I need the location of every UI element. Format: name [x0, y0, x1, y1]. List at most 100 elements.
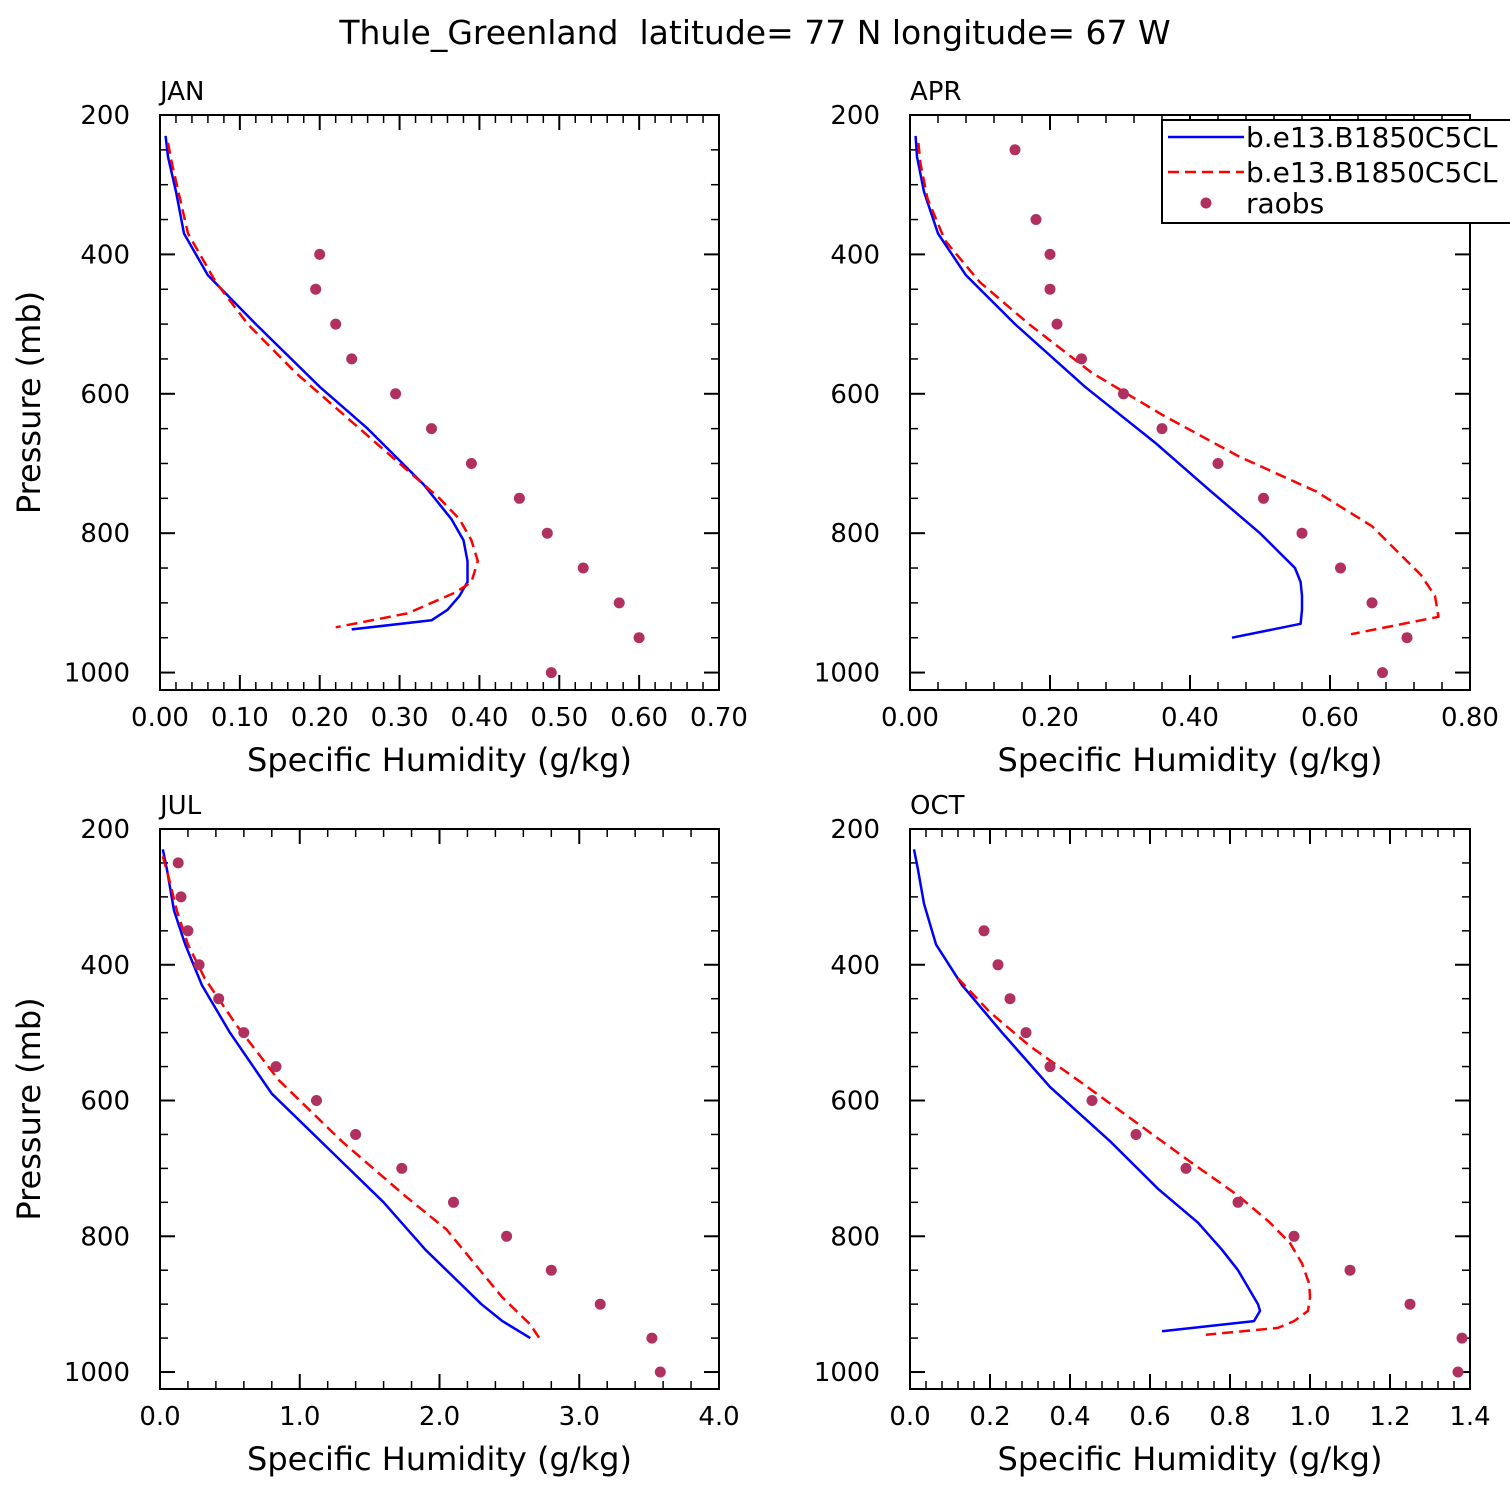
obs-point	[1296, 527, 1308, 539]
obs-point	[992, 959, 1004, 971]
x-tick-label: 0.8	[1209, 1402, 1250, 1432]
obs-point	[270, 1061, 282, 1073]
legend-label-2: b.e13.B1850C5CL	[1246, 156, 1498, 189]
x-axis-label: Specific Humidity (g/kg)	[998, 741, 1383, 779]
legend-marker	[1200, 197, 1212, 209]
obs-point	[1258, 492, 1269, 504]
obs-point	[1156, 423, 1168, 435]
obs-point	[654, 1366, 666, 1378]
panel-label: OCT	[910, 791, 965, 821]
obs-point	[1020, 1027, 1032, 1039]
y-tick-label: 600	[830, 380, 880, 410]
obs-point	[594, 1298, 606, 1310]
obs-point	[577, 562, 589, 574]
obs-point	[426, 423, 437, 435]
series-solid-line	[161, 849, 531, 1340]
y-tick-label: 1000	[64, 1358, 130, 1388]
obs-point	[1366, 597, 1378, 609]
x-tick-label: 0.00	[881, 703, 939, 733]
panel-apr: APR 0.00 0.20 0.40 0.60 0.80 200 400 600 800 1000 S…	[814, 77, 1499, 779]
y-tick-label: 600	[80, 1087, 130, 1117]
obs-point	[613, 597, 625, 609]
obs-point	[390, 388, 402, 400]
x-tick-label: 0.80	[1441, 703, 1499, 733]
obs-point	[1452, 1366, 1464, 1378]
obs-point	[1130, 1129, 1142, 1140]
x-tick-label: 0.4	[1049, 1402, 1090, 1432]
obs-point	[175, 891, 187, 903]
y-tick-label: 400	[830, 240, 880, 270]
obs-point	[633, 632, 645, 644]
plot-frame	[909, 828, 1471, 1390]
x-tick-label: 0.0	[889, 1402, 930, 1432]
obs-point	[213, 993, 225, 1005]
obs-point	[1401, 632, 1413, 644]
obs-point	[314, 248, 326, 260]
obs-point	[172, 857, 184, 869]
x-tick-label: 0.30	[371, 703, 429, 733]
y-tick-label: 200	[830, 815, 880, 845]
legend-label-3: raobs	[1246, 187, 1324, 220]
obs-point	[545, 1264, 557, 1276]
obs-point	[1044, 1061, 1056, 1073]
x-tick-label: 0.00	[131, 703, 189, 733]
x-tick-label: 2.0	[419, 1402, 460, 1432]
obs-point	[311, 1095, 322, 1106]
series-dashed-line	[957, 977, 1312, 1336]
obs-point	[545, 667, 557, 679]
obs-point	[310, 283, 322, 295]
obs-point	[330, 318, 342, 330]
x-tick-label: 1.2	[1369, 1402, 1410, 1432]
x-tick-label: 0.10	[211, 703, 269, 733]
obs-point	[448, 1196, 459, 1208]
obs-point	[1456, 1332, 1468, 1344]
obs-point	[1288, 1230, 1300, 1242]
obs-point	[238, 1027, 250, 1039]
y-tick-label: 200	[830, 101, 880, 131]
x-tick-label: 0.20	[291, 703, 349, 733]
obs-point	[1030, 214, 1042, 225]
x-axis-label: Specific Humidity (g/kg)	[247, 1440, 632, 1478]
x-tick-label: 1.0	[1289, 1402, 1330, 1432]
y-axis-label: Pressure (mb)	[10, 291, 48, 514]
x-tick-label: 1.0	[279, 1402, 320, 1432]
series-solid-line	[914, 135, 1304, 639]
obs-point	[1044, 283, 1056, 295]
y-tick-label: 800	[80, 519, 130, 549]
obs-point	[1180, 1162, 1192, 1174]
y-tick-label: 600	[80, 380, 130, 410]
panel-label: JAN	[158, 77, 204, 107]
x-tick-label: 4.0	[698, 1402, 739, 1432]
panel-jan: JAN 0.00 0.10 0.20 0.30 0.40 0.50 0.60 0.70 200 40…	[10, 77, 748, 779]
x-tick-label: 0.40	[450, 703, 508, 733]
obs-point	[1076, 353, 1087, 365]
panel-label: APR	[910, 77, 962, 107]
y-tick-label: 800	[830, 519, 880, 549]
obs-point	[1086, 1095, 1098, 1106]
plot-frame	[159, 828, 720, 1390]
y-axis-label: Pressure (mb)	[10, 997, 48, 1220]
series-solid-line	[912, 849, 1262, 1333]
panel-label: JUL	[158, 791, 202, 821]
obs-point	[182, 925, 194, 937]
obs-point	[1232, 1196, 1244, 1208]
x-tick-label: 0.6	[1129, 1402, 1170, 1432]
obs-point	[1044, 248, 1056, 260]
x-axis-label: Specific Humidity (g/kg)	[998, 1440, 1383, 1478]
legend: b.e13.B1850C5CL b.e13.B1850C5CL raobs	[1161, 119, 1510, 224]
y-tick-label: 800	[830, 1222, 880, 1252]
y-tick-label: 800	[80, 1222, 130, 1252]
obs-point	[646, 1332, 658, 1344]
y-tick-label: 400	[80, 240, 130, 270]
y-tick-label: 200	[80, 815, 130, 845]
obs-point	[501, 1230, 513, 1242]
y-tick-label: 600	[830, 1087, 880, 1117]
x-tick-label: 0.40	[1161, 703, 1219, 733]
obs-point	[396, 1162, 408, 1174]
obs-point	[1212, 458, 1224, 469]
x-tick-label: 0.60	[610, 703, 668, 733]
x-tick-label: 3.0	[559, 1402, 600, 1432]
y-tick-label: 200	[80, 101, 130, 131]
obs-point	[465, 458, 477, 469]
